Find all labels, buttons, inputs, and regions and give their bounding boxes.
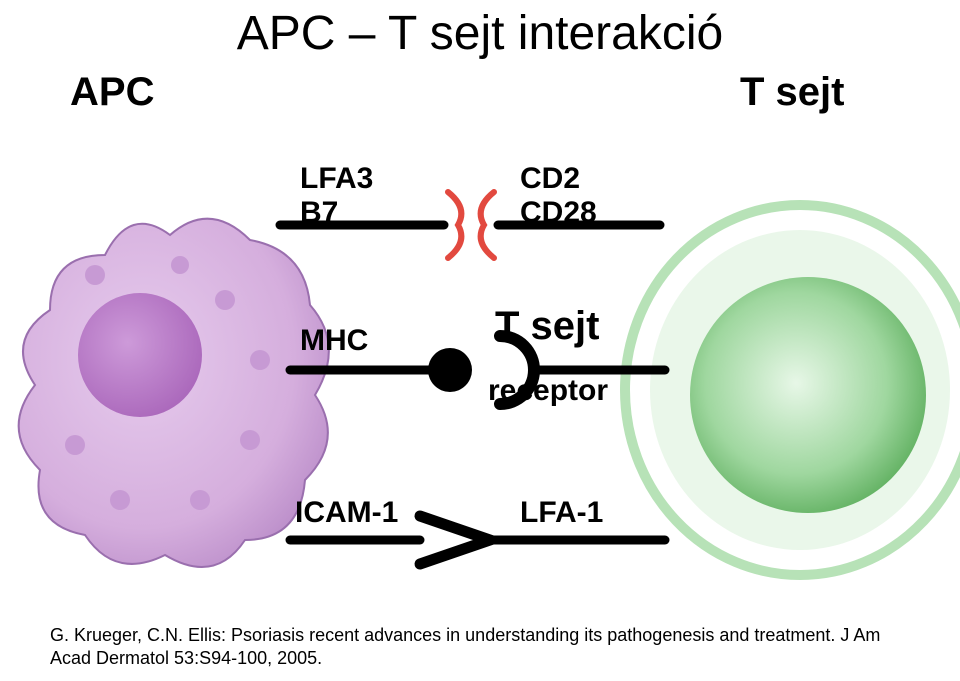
label-lfa3: LFA3 [300,162,373,195]
label-apc: APC [70,70,154,115]
citation-text: G. Krueger, C.N. Ellis: Psoriasis recent… [50,624,910,669]
label-tcell-mid: T sejt [495,304,599,349]
label-mhc: MHC [300,324,368,357]
page-title: APC – T sejt interakció [0,6,960,61]
connection-mhc-tcr: MHC receptor [290,324,665,407]
t-cell [625,205,960,575]
connection-costim: LFA3 B7 CD2 CD28 [280,162,660,258]
label-cd28: CD28 [520,196,597,229]
label-tcell-top: T sejt [740,70,844,115]
label-receptor: receptor [488,374,608,407]
label-b7: B7 [300,196,338,229]
label-icam1: ICAM-1 [295,496,398,529]
label-cd2: CD2 [520,162,580,195]
connection-icam-lfa1: ICAM-1 LFA-1 [290,496,665,564]
label-lfa1: LFA-1 [520,496,603,529]
apc-cell [19,219,329,567]
